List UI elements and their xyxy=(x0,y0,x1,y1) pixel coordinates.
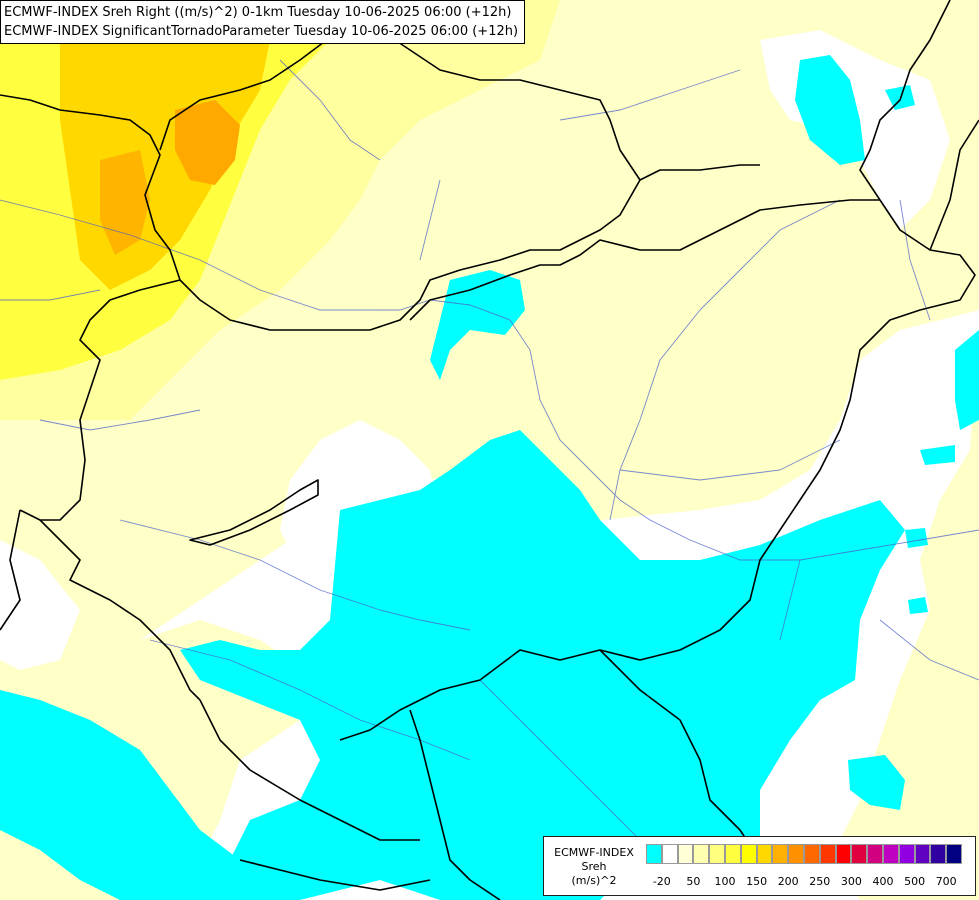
river-olt xyxy=(779,559,801,641)
map-title-box: ECMWF-INDEX Sreh Right ((m/s)^2) 0-1km T… xyxy=(0,0,526,44)
legend-swatch-16 xyxy=(898,844,915,864)
legend-swatch-4 xyxy=(709,844,725,864)
pale-yellow-region-east xyxy=(830,330,979,900)
legend-tick-label: 500 xyxy=(904,875,926,888)
legend-swatch-8 xyxy=(772,844,789,864)
legend-tick-label: 100 xyxy=(714,875,736,888)
legend-swatch-9 xyxy=(788,844,804,864)
river-prut xyxy=(899,199,931,321)
border-east-md xyxy=(929,119,979,251)
border-bg xyxy=(599,649,761,861)
legend-swatch-0 xyxy=(646,844,662,864)
border-de-cz xyxy=(0,94,181,281)
cyan-region-east-1 xyxy=(955,330,979,430)
map-title-line-2: ECMWF-INDEX SignificantTornadoParameter … xyxy=(4,24,519,39)
border-ro-hu xyxy=(339,199,976,741)
river-morava xyxy=(419,179,441,261)
legend-swatch-7 xyxy=(756,844,773,864)
river-elbe xyxy=(279,59,381,161)
border-hu-south xyxy=(409,199,880,321)
cyan-region-northeast xyxy=(795,55,865,165)
border-si-hr xyxy=(39,519,201,701)
river-inn xyxy=(0,289,101,301)
legend-swatch-1 xyxy=(661,844,678,864)
river-west xyxy=(39,409,201,431)
cyan-region-southwest xyxy=(0,690,240,900)
legend-tick-label: 50 xyxy=(686,875,701,888)
border-hr-ba xyxy=(199,699,420,841)
legend-tick-label: 150 xyxy=(746,875,768,888)
legend-tick-label: 300 xyxy=(840,875,862,888)
river-east xyxy=(879,619,979,681)
border-at-west xyxy=(19,279,181,521)
legend-swatch-13 xyxy=(851,844,868,864)
legend-ticks: -20 50 100 150 200 250 300 400 500 700 xyxy=(646,875,976,891)
legend-label: ECMWF-INDEX Sreh (m/s)^2 xyxy=(544,837,644,895)
legend-label-parameter: Sreh xyxy=(581,860,607,873)
legend-swatch-3 xyxy=(693,844,710,864)
cyan-region-east-4 xyxy=(905,528,928,548)
border-at-cz-sk xyxy=(179,164,760,331)
river-danube xyxy=(0,199,979,561)
legend-swatch-2 xyxy=(677,844,694,864)
cyan-region-lake xyxy=(430,270,525,380)
legend-tick-label: -20 xyxy=(652,875,671,888)
river-drava xyxy=(119,519,471,631)
legend-tick-label: 700 xyxy=(935,875,957,888)
legend-swatch-10 xyxy=(803,844,820,864)
river-mures xyxy=(619,439,841,481)
border-coast xyxy=(0,509,21,631)
cyan-region-east-3 xyxy=(848,755,905,810)
border-ua-ro xyxy=(859,0,951,201)
legend-swatch-5 xyxy=(724,844,741,864)
orange-region xyxy=(175,100,240,185)
river-sava xyxy=(149,639,471,761)
legend-swatch-12 xyxy=(835,844,852,864)
legend-swatch-11 xyxy=(819,844,836,864)
orange-region-west xyxy=(100,150,150,255)
rivers xyxy=(0,59,979,841)
map-title-line-1: ECMWF-INDEX Sreh Right ((m/s)^2) 0-1km T… xyxy=(4,5,512,20)
legend-swatch-18 xyxy=(930,844,947,864)
legend-swatch-6 xyxy=(740,844,757,864)
river-tisza xyxy=(609,199,841,521)
cyan-region-east-5 xyxy=(908,597,928,614)
border-lake-balaton xyxy=(189,479,319,546)
legend-tick-label: 400 xyxy=(872,875,894,888)
cyan-region-main xyxy=(180,430,905,900)
legend-swatch-14 xyxy=(867,844,883,864)
cyan-region-east-2 xyxy=(920,445,955,465)
color-legend: ECMWF-INDEX Sreh (m/s)^2 -20 50 100 150 200 2… xyxy=(543,836,976,896)
legend-tick-label: 200 xyxy=(777,875,799,888)
legend-label-unit: (m/s)^2 xyxy=(571,874,617,887)
white-area-south-central xyxy=(600,500,790,560)
legend-label-source: ECMWF-INDEX xyxy=(554,846,634,859)
river-south xyxy=(479,679,641,841)
border-rs-ba xyxy=(409,709,501,900)
legend-swatch-15 xyxy=(882,844,899,864)
legend-swatch-17 xyxy=(914,844,931,864)
border-south-mn xyxy=(239,859,431,891)
legend-swatch-19 xyxy=(946,844,962,864)
white-area-southwest xyxy=(0,540,80,670)
legend-tick-label: 250 xyxy=(809,875,831,888)
legend-swatches xyxy=(646,844,962,864)
river-vistula xyxy=(559,69,741,121)
